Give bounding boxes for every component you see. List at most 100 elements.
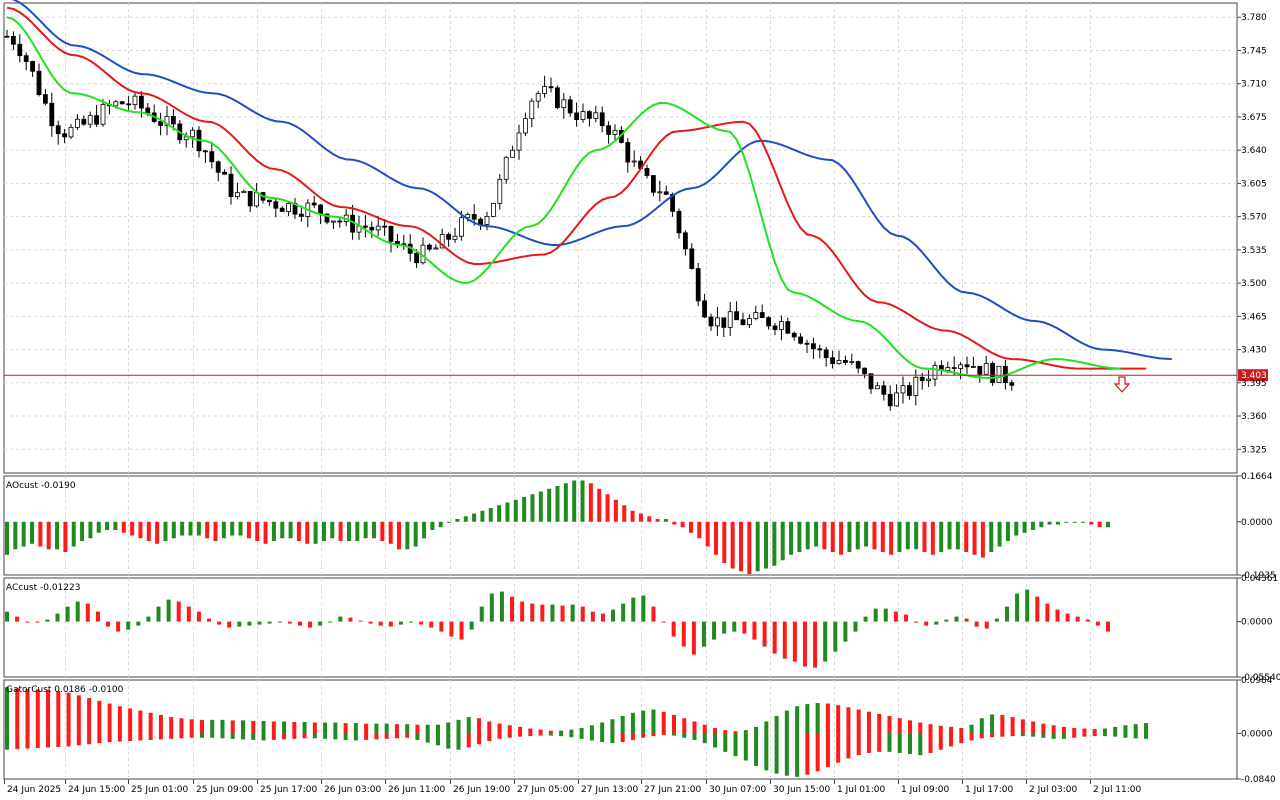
gator-upper-bar xyxy=(1072,727,1077,734)
bear-candle xyxy=(471,214,477,220)
gator-lower-bar xyxy=(774,733,779,774)
gator-lower-bar xyxy=(15,733,20,750)
bull-candle xyxy=(561,99,567,109)
gator-upper-bar xyxy=(302,722,307,734)
x-tick-label: 27 Jun 05:00 xyxy=(517,785,574,795)
bear-candle xyxy=(798,336,803,344)
gator-lower-bar xyxy=(548,733,553,736)
x-tick-label: 25 Jun 09:00 xyxy=(196,785,253,795)
bear-candle xyxy=(10,36,16,45)
gator-upper-bar xyxy=(1031,721,1036,734)
gator-lower-bar xyxy=(713,733,718,748)
x-tick-label: 30 Jun 07:00 xyxy=(709,785,766,795)
gator-lower-bar xyxy=(897,733,902,753)
gator-lower-bar xyxy=(97,733,102,744)
ac-bar xyxy=(772,621,777,654)
ac-bar xyxy=(146,616,151,622)
gator-upper-bar xyxy=(1061,726,1066,734)
ac-bar xyxy=(1004,606,1009,622)
ao-bar xyxy=(889,521,894,555)
bear-candle xyxy=(907,385,912,396)
gator-upper-bar xyxy=(148,712,153,734)
gator-upper-bar xyxy=(117,706,122,734)
bear-candle xyxy=(663,191,669,195)
gator-lower-bar xyxy=(220,733,225,739)
gator-upper-bar xyxy=(928,724,933,734)
gator-lower-bar xyxy=(394,733,399,739)
ac-bar xyxy=(358,620,363,622)
ac-bar xyxy=(287,621,292,624)
gator-lower-bar xyxy=(117,733,122,742)
bull-candle xyxy=(484,215,490,225)
ac-bar xyxy=(338,616,343,622)
ac-bar xyxy=(348,617,353,622)
ac-bar xyxy=(398,621,403,625)
ao-bar xyxy=(1106,521,1110,528)
ao-bar xyxy=(413,521,418,547)
bear-candle xyxy=(740,319,746,326)
gator-lower-bar xyxy=(1092,733,1097,737)
bear-candle xyxy=(830,357,835,364)
bear-candle xyxy=(94,115,99,125)
bull-candle xyxy=(87,115,93,125)
price-tick-label: 3.570 xyxy=(1241,213,1267,223)
bear-candle xyxy=(247,190,253,207)
gator-lower-bar xyxy=(1123,733,1128,738)
x-tick-label: 2 Jul 03:00 xyxy=(1029,785,1078,795)
ao-bar xyxy=(613,499,618,522)
ao-bar xyxy=(405,521,410,550)
bull-candle xyxy=(241,190,247,194)
bull-candle xyxy=(715,317,720,327)
ao-bar xyxy=(897,521,902,553)
gator-upper-bar xyxy=(784,710,789,734)
bull-candle xyxy=(779,321,784,330)
ac-bar xyxy=(873,608,878,622)
ao-bar xyxy=(280,521,285,539)
ao-bar xyxy=(980,521,985,558)
bear-candle xyxy=(30,61,36,72)
ao-bar xyxy=(847,521,852,553)
gator-lower-bar xyxy=(158,733,163,740)
gator-lower-bar xyxy=(1102,733,1107,737)
gator-lower-bar xyxy=(210,733,215,738)
gator-upper-bar xyxy=(548,730,553,734)
ao-bar xyxy=(822,521,827,550)
bear-candle xyxy=(311,202,317,206)
bull-candle xyxy=(593,112,599,119)
bull-candle xyxy=(971,365,976,368)
ac-bar xyxy=(1055,609,1060,622)
gator-lower-bar xyxy=(815,733,820,772)
ac-bar xyxy=(954,616,959,622)
ac-bar xyxy=(388,621,393,627)
gator-upper-bar xyxy=(312,722,317,734)
gator-lower-bar xyxy=(651,733,656,737)
current-price-value: 3.403 xyxy=(1241,371,1267,381)
gator-lower-bar xyxy=(353,733,358,741)
gator-lower-bar xyxy=(866,733,871,753)
bull-candle xyxy=(375,225,381,231)
ac-bar xyxy=(409,621,414,623)
ac-bar xyxy=(55,613,60,622)
gator-upper-bar xyxy=(754,726,759,734)
bull-candle xyxy=(535,93,541,102)
ao-bar xyxy=(238,521,243,536)
ao-bar xyxy=(789,521,794,555)
bear-candle xyxy=(951,367,957,369)
bull-candle xyxy=(945,367,951,371)
bear-candle xyxy=(446,234,452,240)
ao-bar xyxy=(655,519,660,522)
gator-upper-bar xyxy=(795,706,800,734)
gator-upper-bar xyxy=(825,703,830,734)
bull-candle xyxy=(132,95,138,106)
gator-lower-bar xyxy=(5,733,9,750)
gator-lower-bar xyxy=(507,733,512,738)
gator-upper-bar xyxy=(959,727,964,734)
ao-bar xyxy=(538,491,543,522)
gator-upper-bar xyxy=(579,727,584,734)
gator-upper-bar xyxy=(969,724,974,734)
gator-upper-bar xyxy=(589,725,594,734)
ac-bar xyxy=(823,621,828,662)
bear-candle xyxy=(785,321,791,334)
bull-candle xyxy=(727,311,733,328)
ac-bar xyxy=(196,611,201,622)
